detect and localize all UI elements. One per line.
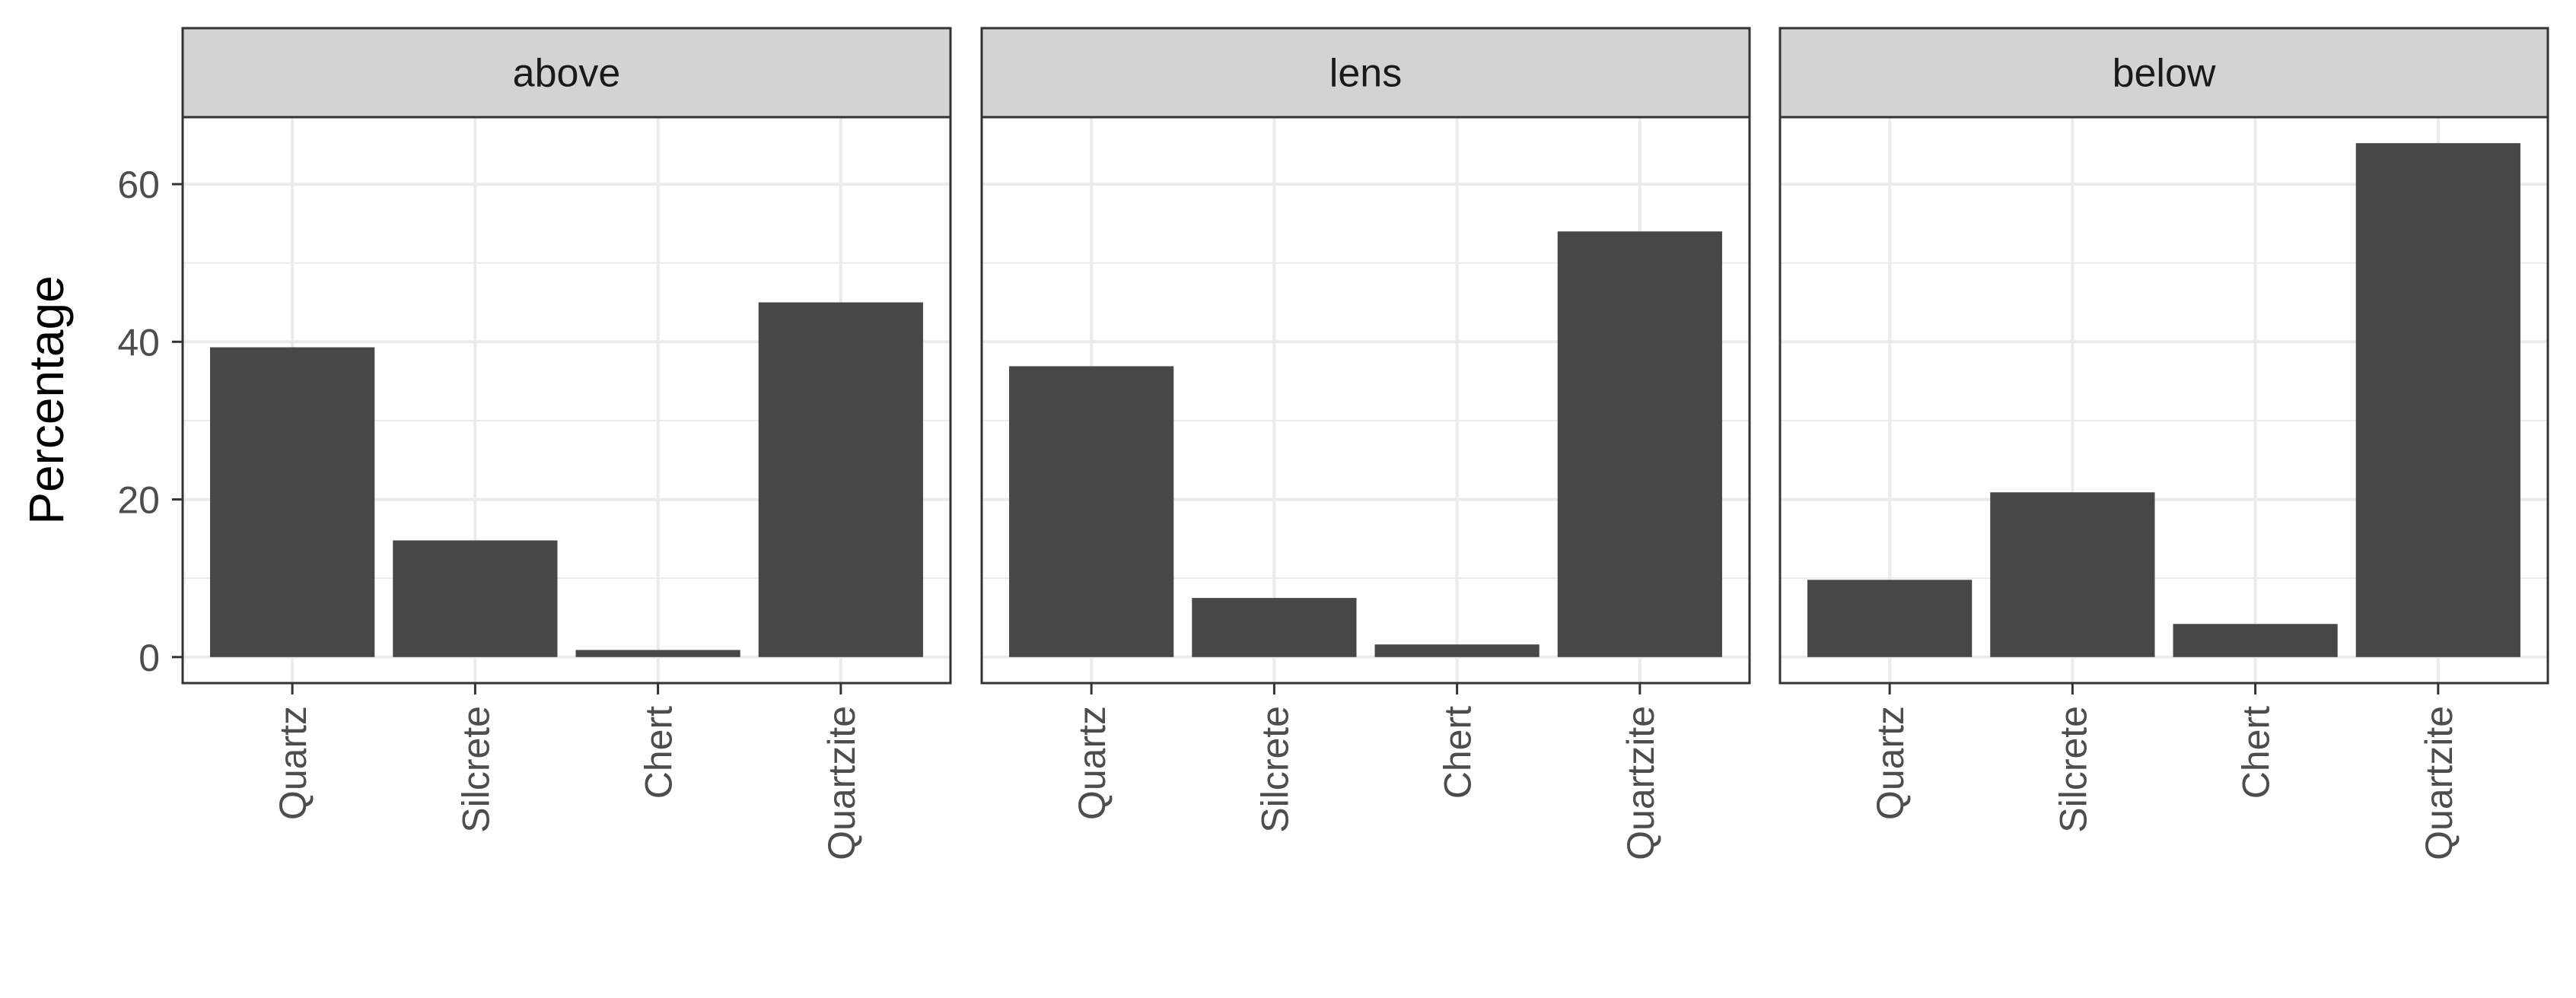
bar-lens-quartzite <box>1557 231 1722 657</box>
bar-above-chert <box>575 650 740 657</box>
bar-above-quartzite <box>758 302 923 657</box>
y-axis-title: Percentage <box>19 275 74 524</box>
facet-strip <box>980 27 1751 119</box>
x-tick-label: Chert <box>1437 706 1479 799</box>
bar-below-silcrete <box>1990 492 2155 657</box>
facet-strip <box>181 27 952 119</box>
y-tick-label: 40 <box>117 321 160 364</box>
y-tick-label: 60 <box>117 164 160 206</box>
x-tick-label: Quartzite <box>820 706 863 860</box>
bar-below-quartz <box>1807 580 1973 657</box>
bar-lens-quartz <box>1009 366 1174 657</box>
x-tick-label: Chert <box>2235 706 2278 799</box>
bar-above-quartz <box>210 347 375 657</box>
bar-below-chert <box>2173 624 2338 657</box>
x-tick-label: Quartz <box>272 706 314 820</box>
facet-strip-label: lens <box>1329 52 1402 96</box>
bar-above-silcrete <box>393 540 558 657</box>
x-tick-label: Silcrete <box>1253 706 1296 833</box>
x-tick-label: Quartz <box>1071 706 1113 820</box>
x-tick-label: Chert <box>638 706 680 799</box>
x-tick-label: Quartzite <box>2418 706 2460 860</box>
x-tick-label: Quartz <box>1869 706 1912 820</box>
facet-strip-label: above <box>513 52 621 96</box>
bar-lens-silcrete <box>1192 598 1357 657</box>
bar-below-quartzite <box>2355 143 2520 657</box>
x-tick-label: Quartzite <box>1619 706 1662 860</box>
y-tick-label: 20 <box>117 479 160 522</box>
x-tick-label: Silcrete <box>454 706 497 833</box>
x-tick-label: Silcrete <box>2052 706 2094 833</box>
bar-lens-chert <box>1374 644 1540 657</box>
facet-strip <box>1778 27 2549 119</box>
facet-strip-label: below <box>2113 52 2216 96</box>
y-tick-label: 0 <box>139 637 160 679</box>
